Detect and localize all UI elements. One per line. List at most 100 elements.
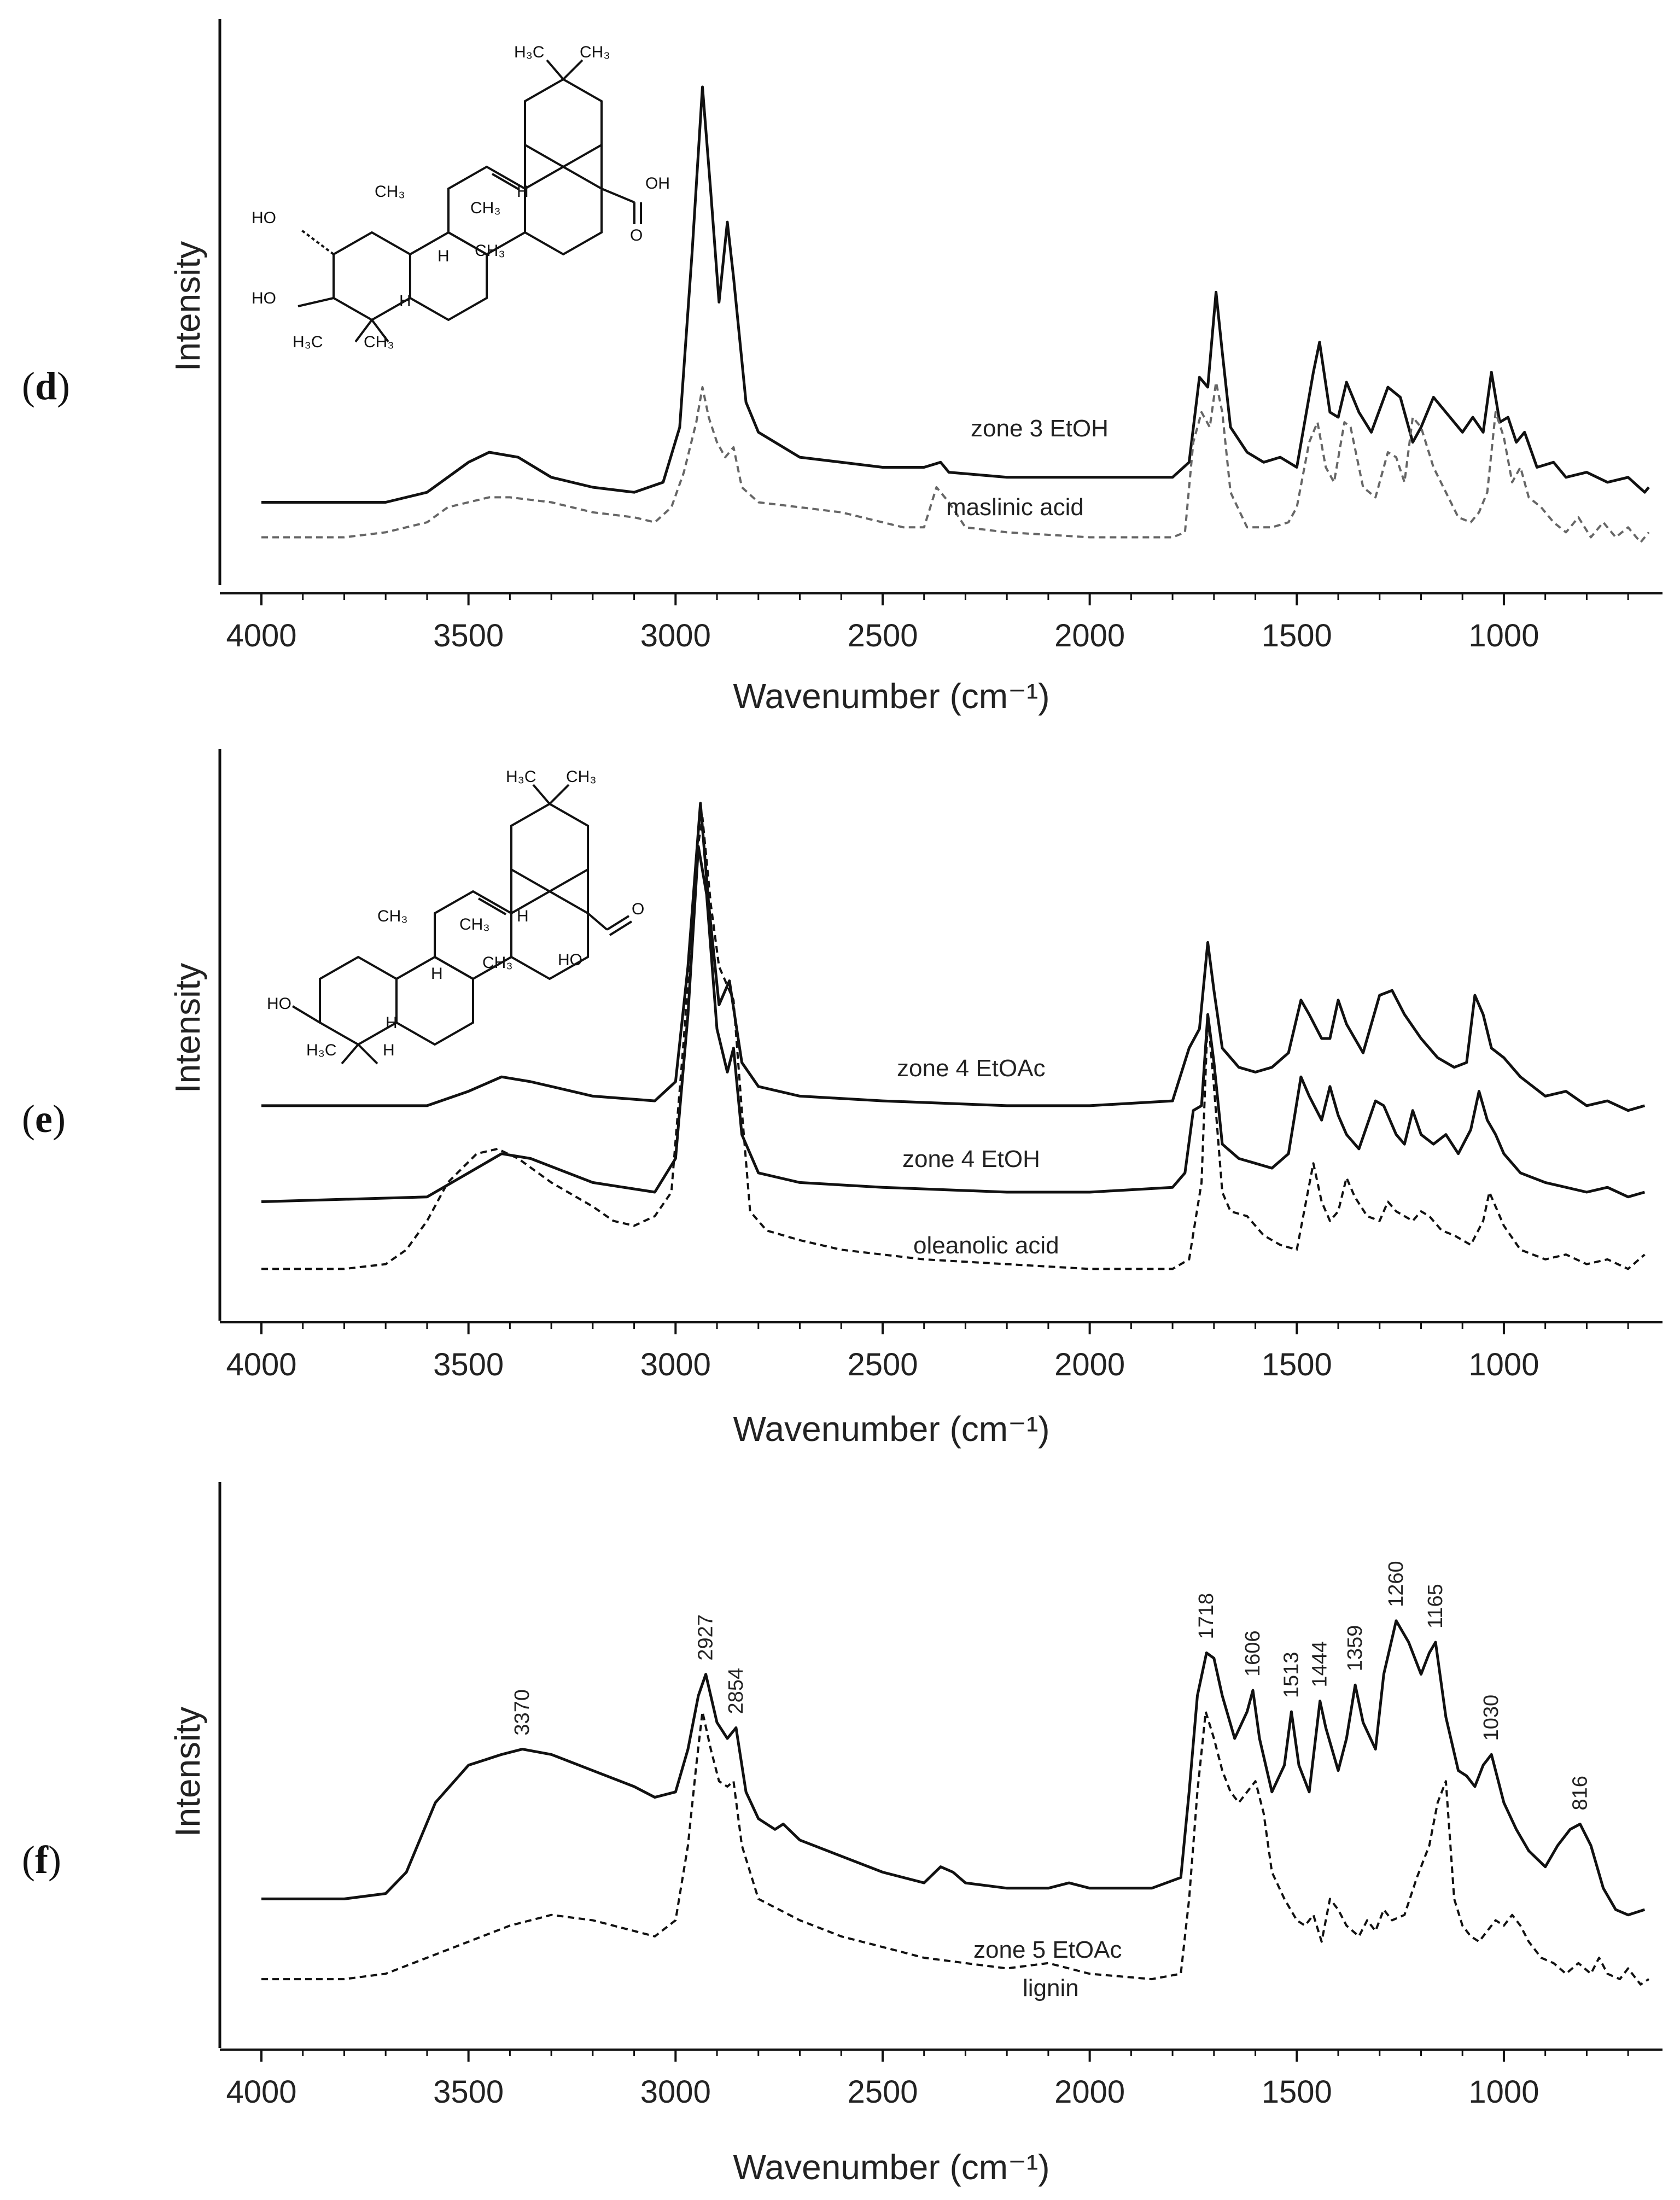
mol-e-label: CH₃ bbox=[459, 915, 490, 933]
mol-d-label: O bbox=[630, 226, 643, 244]
panel-f-series bbox=[261, 1619, 1650, 1986]
x-tick-label: 4000 bbox=[226, 2074, 296, 2110]
x-tick-label: 3500 bbox=[433, 618, 504, 653]
mol-e-label: CH₃ bbox=[377, 907, 408, 925]
mol-d-methyl bbox=[371, 319, 389, 343]
panel-f-peak-annotations: 3370 2927 2854 1718 1606 1513 1444 1359 1260 1165… bbox=[511, 1561, 1591, 1810]
panel-e-x-axis-title: Wavenumber (cm⁻¹) bbox=[733, 1409, 1049, 1449]
panel-f-series-label-lignin: lignin bbox=[1023, 1975, 1079, 2001]
panel-e-ticks: 4000 3500 3000 2500 2000 1500 1000 bbox=[226, 1322, 1629, 1382]
mol-e-methyl bbox=[549, 784, 570, 805]
mol-d-hashed-bond bbox=[300, 229, 335, 255]
panel-d-series-label-zone3: zone 3 EtOH bbox=[971, 415, 1109, 442]
mol-e-label: H₃C bbox=[306, 1041, 337, 1059]
x-tick-label: 1500 bbox=[1262, 618, 1332, 653]
mol-d-label: HO bbox=[252, 209, 276, 227]
peak-label: 1513 bbox=[1280, 1652, 1303, 1699]
peak-label: 1606 bbox=[1241, 1630, 1264, 1677]
mol-e-label: H bbox=[431, 965, 443, 983]
mol-d-methyl bbox=[562, 59, 584, 80]
panel-d-ticks: 4000 3500 3000 2500 2000 1500 1000 bbox=[226, 593, 1629, 653]
panel-f: (f) Intensity 4000 3500 3000 2500 2000 1500 10… bbox=[22, 1482, 1662, 2187]
mol-e-label: H₃C bbox=[506, 768, 536, 786]
peak-label: 1718 bbox=[1195, 1593, 1218, 1639]
peak-label: 2854 bbox=[725, 1668, 748, 1714]
series-line-lignin bbox=[261, 1711, 1650, 1986]
mol-e-ring-a bbox=[319, 955, 398, 1046]
x-tick-label: 3000 bbox=[640, 1347, 711, 1382]
x-tick-label: 2500 bbox=[847, 2074, 918, 2110]
peak-label: 2927 bbox=[695, 1614, 718, 1661]
panel-f-y-axis-title: Intensity bbox=[168, 1707, 207, 1837]
mol-d-ring-a bbox=[332, 231, 411, 322]
peak-label: 1030 bbox=[1480, 1695, 1503, 1741]
panel-f-x-axis-title: Wavenumber (cm⁻¹) bbox=[733, 2148, 1049, 2187]
x-tick-label: 4000 bbox=[226, 1347, 296, 1382]
panel-e-y-axis-title: Intensity bbox=[168, 963, 207, 1093]
series-line-zone-3-etoh bbox=[261, 85, 1650, 504]
mol-d-hydroxyl bbox=[298, 297, 334, 307]
mol-d-label: OH bbox=[645, 174, 670, 192]
mol-d-label: CH₃ bbox=[375, 183, 405, 201]
mol-e-double-bond bbox=[477, 897, 507, 915]
x-tick-label: 3500 bbox=[433, 1347, 504, 1382]
mol-d-label: CH₃ bbox=[470, 199, 501, 217]
mol-d-label: H₃C bbox=[514, 43, 545, 61]
mol-e-label: H bbox=[383, 1041, 395, 1059]
mol-d-label: H bbox=[438, 247, 450, 265]
x-tick-label: 4000 bbox=[226, 618, 296, 653]
peak-label: 1359 bbox=[1344, 1625, 1367, 1672]
mol-d-label: H₃C bbox=[293, 333, 323, 351]
mol-e-hydroxyl bbox=[291, 1005, 321, 1024]
series-line-zone-4-etoh bbox=[261, 845, 1646, 1203]
panel-d-x-axis-title: Wavenumber (cm⁻¹) bbox=[733, 676, 1049, 716]
panel-d-label: (d) bbox=[22, 364, 70, 408]
panel-f-series-label-zone5: zone 5 EtOAc bbox=[973, 1936, 1122, 1963]
mol-d-methyl bbox=[546, 59, 564, 80]
x-tick-label: 1500 bbox=[1262, 1347, 1332, 1382]
mol-e-label: HO bbox=[267, 995, 291, 1013]
oleanolic-acid-structure bbox=[291, 784, 633, 1065]
mol-d-ring-d bbox=[524, 165, 603, 256]
mol-e-carbonyl bbox=[609, 920, 633, 936]
peak-label: 1444 bbox=[1309, 1641, 1332, 1688]
mol-d-methyl bbox=[354, 319, 373, 343]
maslinic-acid-structure bbox=[298, 59, 642, 343]
mol-e-methyl bbox=[341, 1043, 359, 1065]
x-tick-label: 3000 bbox=[640, 2074, 711, 2110]
mol-d-label: H bbox=[399, 292, 411, 310]
panel-d-series-label-maslinic: maslinic acid bbox=[946, 494, 1084, 521]
mol-e-label: H bbox=[386, 1014, 398, 1032]
mol-e-label: H bbox=[517, 907, 529, 925]
mol-e-methyl bbox=[357, 1043, 378, 1065]
series-line-zone-4-etoac bbox=[261, 802, 1646, 1112]
mol-d-double-bond bbox=[491, 173, 521, 191]
mol-d-carboxyl-bond bbox=[601, 188, 635, 203]
x-tick-label: 2000 bbox=[1054, 2074, 1125, 2110]
panel-e-series-label-etoac: zone 4 EtOAc bbox=[897, 1055, 1045, 1082]
mol-d-label: H bbox=[517, 183, 529, 201]
mol-e-carbonyl bbox=[606, 915, 630, 931]
panel-e-label: (e) bbox=[22, 1097, 66, 1141]
peak-label: 816 bbox=[1568, 1776, 1591, 1810]
x-tick-label: 1000 bbox=[1468, 618, 1539, 653]
x-tick-label: 3500 bbox=[433, 2074, 504, 2110]
panel-e: (e) Intensity 4000 3500 3000 2500 2000 1500 10… bbox=[22, 749, 1662, 1449]
panel-d-y-axis-title: Intensity bbox=[168, 241, 207, 371]
x-tick-label: 3000 bbox=[640, 618, 711, 653]
panel-e-series-label-oleanolic: oleanolic acid bbox=[913, 1232, 1059, 1259]
mol-d-label: HO bbox=[252, 289, 276, 307]
x-tick-label: 1500 bbox=[1262, 2074, 1332, 2110]
mol-e-methyl bbox=[532, 784, 551, 805]
mol-d-label: CH₃ bbox=[580, 43, 610, 61]
peak-label: 1260 bbox=[1385, 1561, 1408, 1607]
mol-e-label: O bbox=[632, 900, 644, 918]
x-tick-label: 2000 bbox=[1054, 1347, 1125, 1382]
x-tick-label: 2000 bbox=[1054, 618, 1125, 653]
panel-f-label: (f) bbox=[22, 1838, 61, 1882]
series-line-oleanolic-acid bbox=[261, 816, 1646, 1270]
mol-e-label: HO bbox=[558, 951, 582, 969]
mol-e-ring-e bbox=[510, 802, 589, 893]
panel-d: (d) Intensity 4000 3500 3000 2500 2000 1500 10… bbox=[22, 19, 1662, 716]
